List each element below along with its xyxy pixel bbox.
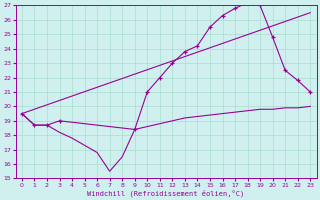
X-axis label: Windchill (Refroidissement éolien,°C): Windchill (Refroidissement éolien,°C) <box>87 189 245 197</box>
